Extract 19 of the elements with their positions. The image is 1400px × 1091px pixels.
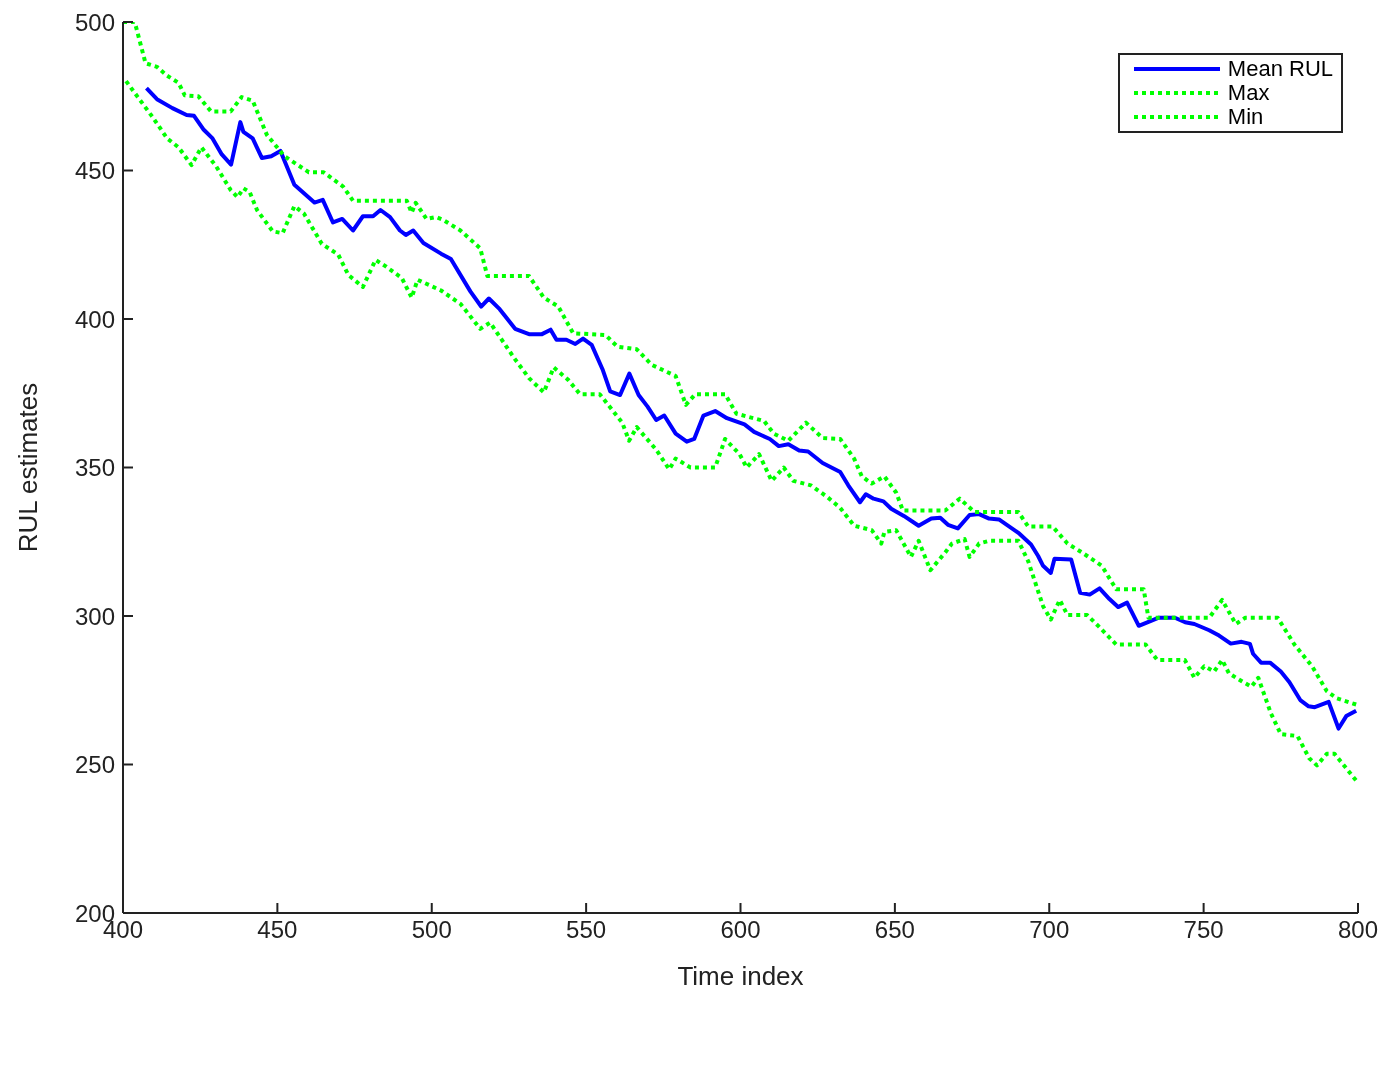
legend-label: Mean RUL xyxy=(1227,56,1333,81)
y-tick-label: 250 xyxy=(74,751,115,779)
y-tick-label: 400 xyxy=(74,305,115,333)
x-tick-label: 450 xyxy=(257,916,298,944)
y-axis-title: RUL estimates xyxy=(13,382,44,553)
y-tick-label: 300 xyxy=(74,602,115,630)
x-tick-label: 500 xyxy=(411,916,452,944)
x-tick-label: 800 xyxy=(1337,916,1379,944)
legend-label: Min xyxy=(1227,104,1264,129)
x-tick-label: 550 xyxy=(566,916,607,944)
x-tick-label: 600 xyxy=(720,916,761,944)
y-tick-label: 350 xyxy=(74,454,115,482)
x-tick-label: 700 xyxy=(1029,916,1070,944)
legend-label: Max xyxy=(1227,80,1270,105)
x-tick-label: 650 xyxy=(874,916,915,944)
y-tick-label: 500 xyxy=(74,8,115,36)
x-tick-label: 750 xyxy=(1183,916,1224,944)
x-axis-title: Time index xyxy=(677,961,804,991)
y-tick-label: 450 xyxy=(74,157,115,185)
